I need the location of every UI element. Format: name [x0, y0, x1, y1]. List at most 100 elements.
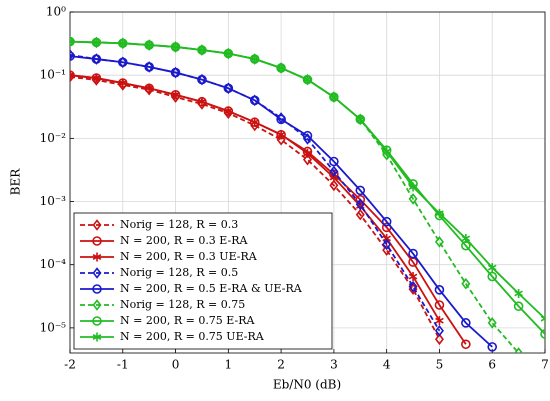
marker	[197, 97, 207, 107]
marker	[249, 95, 260, 106]
marker	[461, 277, 471, 290]
x-tick-label: 6	[488, 358, 496, 372]
marker	[224, 49, 233, 59]
x-tick-label: 0	[172, 358, 180, 372]
marker	[117, 57, 128, 68]
marker	[434, 236, 444, 248]
marker	[435, 208, 444, 218]
marker	[540, 314, 545, 324]
marker	[408, 182, 418, 192]
marker	[197, 74, 207, 85]
marker	[329, 92, 339, 102]
x-tick-label: 7	[541, 358, 549, 372]
marker	[461, 339, 471, 350]
marker	[70, 51, 75, 61]
legend-marker	[92, 284, 102, 294]
marker	[513, 301, 524, 312]
marker	[487, 317, 497, 329]
series-line	[70, 53, 441, 332]
y-tick-label: 10⁻⁵	[40, 320, 67, 334]
marker	[408, 248, 418, 259]
x-tick-label: -1	[117, 358, 129, 372]
y-tick-label: 10⁻¹	[40, 68, 66, 82]
marker	[382, 146, 391, 156]
marker	[514, 347, 524, 353]
marker	[408, 193, 418, 205]
marker	[355, 208, 365, 221]
marker	[408, 272, 418, 282]
marker	[224, 106, 233, 116]
marker	[487, 271, 498, 282]
marker	[70, 70, 75, 80]
marker	[434, 285, 445, 295]
marker	[92, 37, 101, 47]
marker	[381, 216, 392, 227]
marker	[382, 238, 392, 251]
legend-label: N = 200, R = 0.75 E-RA	[120, 314, 256, 327]
marker	[514, 288, 523, 298]
legend-label: Norig = 128, R = 0.75	[120, 298, 245, 311]
marker	[408, 280, 418, 293]
plot-frame	[69, 11, 546, 354]
y-tick-label: 10⁻⁴	[40, 257, 67, 271]
marker	[302, 130, 313, 141]
legend-marker	[92, 332, 102, 342]
marker	[382, 233, 391, 243]
marker	[276, 130, 286, 140]
marker	[434, 300, 445, 310]
marker	[91, 54, 102, 64]
marker	[170, 67, 181, 78]
legend-label: N = 200, R = 0.75 UE-RA	[120, 330, 265, 343]
marker	[250, 54, 260, 64]
marker	[144, 83, 154, 93]
marker	[302, 153, 313, 166]
legend-marker	[92, 219, 102, 231]
marker	[276, 63, 286, 73]
marker	[303, 75, 312, 85]
marker	[171, 90, 180, 100]
legend-box	[73, 212, 333, 350]
marker	[276, 114, 286, 125]
y-tick-label: 10⁻²	[40, 131, 67, 145]
marker	[355, 114, 365, 124]
marker	[144, 62, 154, 72]
marker	[461, 233, 471, 243]
y-axis-label: BER	[9, 168, 23, 196]
legend-label: Norig = 128, R = 0.5	[120, 266, 238, 279]
series-line	[70, 55, 493, 348]
x-tick-label: 1	[225, 358, 233, 372]
marker	[303, 148, 312, 158]
x-tick-label: 4	[383, 358, 391, 372]
marker	[487, 263, 497, 273]
legend-label: N = 200, R = 0.5 E-RA & UE-RA	[120, 282, 303, 295]
x-tick-label: 2	[277, 358, 285, 372]
x-axis-label: Eb/N0 (dB)	[273, 378, 341, 392]
legend-label: Norig = 128, R = 0.3	[120, 218, 238, 231]
legend-marker	[92, 236, 102, 246]
marker	[329, 165, 339, 178]
series-line	[70, 75, 441, 340]
y-tick-label: 10⁰	[46, 5, 66, 19]
marker	[355, 185, 366, 196]
y-tick-label: 10⁻³	[40, 194, 67, 208]
marker	[487, 342, 498, 352]
marker	[355, 198, 365, 211]
marker	[329, 172, 339, 182]
marker	[434, 324, 444, 337]
x-tick-label: 3	[330, 358, 338, 372]
marker	[70, 37, 75, 47]
legend-label: N = 200, R = 0.3 E-RA	[120, 234, 249, 247]
marker	[92, 73, 101, 83]
plot-content	[70, 35, 545, 353]
x-tick-label: 5	[436, 358, 444, 372]
marker	[144, 40, 154, 50]
x-tick-label: -2	[64, 358, 76, 372]
marker	[435, 316, 444, 326]
marker	[171, 42, 180, 52]
legend-marker	[92, 316, 102, 326]
legend-marker	[92, 267, 102, 279]
legend-label: N = 200, R = 0.3 UE-RA	[120, 250, 258, 263]
marker	[118, 38, 128, 48]
marker	[461, 318, 471, 328]
